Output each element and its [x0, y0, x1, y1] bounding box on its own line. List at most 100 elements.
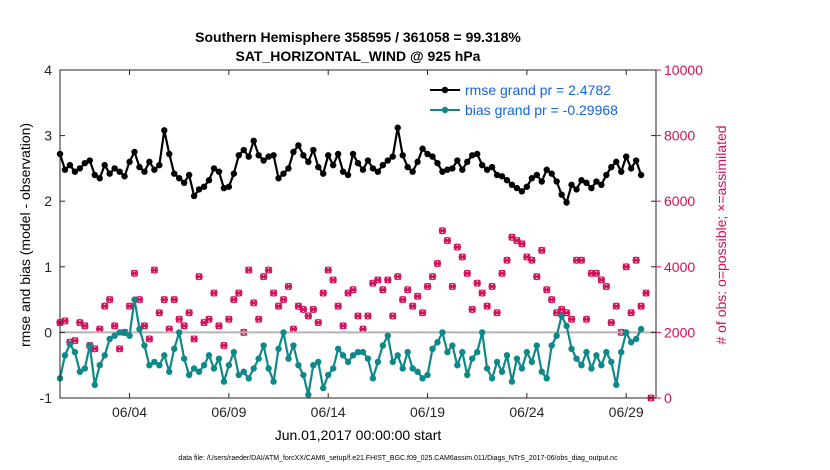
obs-assimilated-point — [215, 322, 223, 330]
bias-point — [171, 345, 178, 352]
rmse-point — [608, 163, 615, 171]
rmse-point — [354, 159, 362, 167]
rmse-point — [344, 171, 352, 179]
rmse-point — [320, 170, 327, 177]
bias-point — [583, 348, 590, 356]
rmse-point — [200, 183, 208, 190]
rmse-point — [459, 166, 466, 173]
rmse-point — [349, 150, 357, 158]
rmse-point — [250, 137, 257, 145]
rmse-point — [454, 157, 461, 164]
x-tick-label: 06/14 — [311, 404, 346, 420]
rmse-point — [205, 177, 213, 184]
bias-point — [439, 329, 446, 336]
bias-point — [325, 371, 332, 379]
obs-assimilated-point — [354, 312, 362, 320]
obs-assimilated-point — [150, 266, 158, 274]
obs-assimilated-point — [404, 286, 412, 294]
bias-point — [295, 362, 302, 369]
bias-point — [429, 345, 436, 352]
rmse-point — [275, 175, 282, 182]
rmse-point — [364, 157, 372, 164]
bias-point — [76, 368, 84, 375]
obs-assimilated-point — [220, 341, 228, 350]
obs-assimilated-point — [423, 282, 432, 291]
obs-assimilated-point — [359, 325, 367, 333]
bias-point — [156, 362, 163, 369]
obs-assimilated-point — [478, 289, 486, 297]
axes-frame — [59, 69, 657, 399]
rmse-point — [151, 166, 158, 173]
obs-assimilated-point — [210, 289, 218, 297]
obs-assimilated-point — [225, 315, 233, 323]
bias-point — [310, 362, 317, 369]
bias-point — [290, 342, 297, 349]
obs-count-series — [56, 227, 655, 402]
bias-point — [151, 358, 158, 366]
obs-assimilated-point — [528, 256, 536, 264]
obs-assimilated-point — [180, 322, 188, 330]
rmse-point — [235, 152, 242, 159]
obs-assimilated-point — [384, 276, 392, 284]
bias-point — [190, 365, 198, 372]
obs-assimilated-point — [592, 269, 600, 277]
x-tick-label: 06/09 — [211, 404, 246, 420]
rmse-point — [136, 163, 143, 171]
obs-assimilated-point — [642, 289, 650, 297]
obs-assimilated-point — [185, 309, 193, 317]
rmse-point — [106, 170, 113, 177]
bias-point — [488, 375, 496, 382]
obs-assimilated-point — [304, 312, 312, 320]
bias-point — [176, 329, 183, 336]
rmse-point — [220, 184, 228, 192]
rmse-point — [593, 178, 600, 185]
bias-point — [399, 365, 406, 372]
rmse-point — [623, 153, 630, 160]
obs-assimilated-point — [597, 276, 605, 284]
rmse-point — [310, 146, 317, 154]
rmse-point — [300, 152, 307, 159]
obs-assimilated-point — [269, 289, 278, 297]
obs-assimilated-point — [473, 279, 481, 287]
bias-point — [131, 296, 138, 303]
bias-point — [359, 348, 367, 356]
bias-point — [523, 348, 531, 356]
bias-point — [444, 348, 451, 356]
rmse-point — [618, 168, 625, 175]
bias-point — [533, 342, 540, 349]
bias-point — [474, 348, 481, 356]
obs-assimilated-point — [140, 322, 149, 330]
rmse-point — [210, 165, 218, 172]
left-tick-label: 2 — [44, 193, 52, 209]
rmse-point — [588, 184, 595, 192]
chart-title-line2: SAT_HORIZONTAL_WIND @ 925 hPa — [236, 48, 481, 64]
obs-assimilated-point — [81, 322, 89, 330]
left-tick-label: 3 — [44, 128, 52, 144]
rmse-point — [166, 150, 173, 158]
bias-point — [464, 371, 471, 379]
bias-point — [305, 391, 312, 398]
rmse-point — [533, 171, 540, 179]
bias-point — [230, 348, 238, 356]
bias-point — [603, 348, 610, 356]
obs-assimilated-point — [235, 289, 243, 297]
right-tick-label: 4000 — [664, 259, 695, 275]
axes-grid — [60, 70, 656, 398]
bias-point — [513, 355, 521, 362]
bias-point — [613, 381, 620, 389]
bias-point — [454, 362, 461, 369]
bias-point — [493, 358, 501, 366]
rmse-point — [429, 153, 436, 160]
rmse-point — [71, 168, 79, 175]
bias-point — [329, 365, 337, 372]
bias-point — [419, 375, 426, 382]
obs-assimilated-point — [106, 296, 114, 304]
rmse-point — [215, 168, 223, 175]
rmse-point — [131, 148, 138, 156]
rmse-point — [91, 171, 98, 179]
obs-assimilated-point — [309, 305, 317, 313]
rmse-point — [583, 179, 590, 187]
right-tick-label: 2000 — [664, 324, 695, 340]
obs-assimilated-point — [612, 302, 620, 310]
bias-point — [106, 335, 113, 343]
